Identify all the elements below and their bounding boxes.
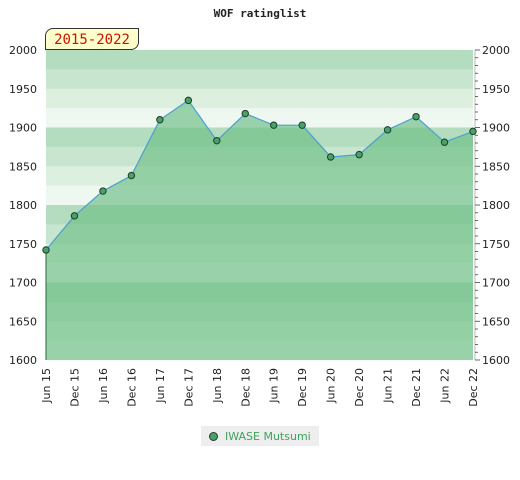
y-tick-label-left: 1650: [9, 315, 37, 328]
y-tick-label-left: 1900: [9, 122, 37, 135]
y-tick-label-left: 1950: [9, 83, 37, 96]
y-tick-label-right: 1800: [482, 199, 510, 212]
grid-band: [46, 69, 473, 90]
data-point[interactable]: [156, 116, 164, 124]
x-tick-label: Dec 17: [182, 368, 195, 407]
legend-label: IWASE Mutsumi: [225, 429, 311, 443]
x-tick-label: Dec 20: [353, 368, 366, 407]
grid-band: [46, 88, 473, 109]
data-point[interactable]: [42, 246, 50, 254]
series-area: [46, 100, 473, 360]
period-badge: 2015-2022: [45, 28, 139, 50]
y-tick-label-right: 1850: [482, 160, 510, 173]
data-point[interactable]: [355, 150, 363, 159]
series-line: [45, 99, 474, 251]
x-tick-label: Dec 22: [467, 368, 480, 407]
data-point[interactable]: [270, 121, 278, 129]
y-tick-label-left: 1750: [9, 238, 37, 251]
y-axis-left: 1600 1650 1700 1750 1800 1850 1900 1950 2000: [9, 44, 37, 367]
chart-title: WOF ratinglist: [214, 7, 307, 20]
x-tick-label: Jun 17: [154, 368, 167, 404]
x-tick-label: Dec 21: [410, 368, 423, 407]
data-point[interactable]: [241, 109, 249, 118]
x-axis: Jun 15 Dec 15 Jun 16 Dec 16 Jun 17 Dec 17 Jun …: [40, 368, 480, 407]
data-point[interactable]: [326, 153, 335, 161]
x-tick-label: Dec 16: [125, 368, 138, 407]
y-tick-label-right: 1600: [482, 354, 510, 367]
y-tick-label-left: 2000: [9, 44, 37, 57]
y-tick-label-right: 1650: [482, 315, 510, 328]
y-tick-label-left: 1800: [9, 199, 37, 212]
x-tick-label: Jun 15: [40, 368, 53, 404]
data-point[interactable]: [99, 187, 107, 195]
data-point[interactable]: [213, 136, 221, 145]
data-point[interactable]: [127, 171, 136, 180]
y-tick-label-left: 1700: [9, 277, 37, 290]
x-tick-label: Jun 21: [382, 368, 395, 404]
x-tick-label: Dec 15: [68, 368, 81, 407]
y-tick-label-right: 1900: [482, 122, 510, 135]
y-tick-label-right: 1700: [482, 277, 510, 290]
x-tick-label: Dec 19: [296, 368, 309, 407]
y-tick-label-right: 1750: [482, 238, 510, 251]
x-tick-label: Jun 19: [268, 368, 281, 404]
x-tick-label: Jun 20: [325, 368, 338, 404]
data-point[interactable]: [184, 96, 193, 105]
grid-band: [46, 50, 473, 70]
legend[interactable]: IWASE Mutsumi: [201, 426, 319, 446]
data-points: [42, 96, 477, 254]
y-tick-label-left: 1600: [9, 354, 37, 367]
x-tick-label: Jun 22: [439, 368, 452, 404]
y-tick-label-left: 1850: [9, 160, 37, 173]
legend-marker-icon: [209, 431, 218, 441]
area-layer: [46, 100, 473, 360]
data-point[interactable]: [70, 212, 79, 220]
y-axis-right: 1600 1650 1700 1750 1800 1850 1900 1950 2000: [474, 44, 510, 367]
grid-band: [46, 108, 473, 128]
data-point[interactable]: [298, 121, 306, 129]
data-point[interactable]: [440, 138, 449, 146]
x-tick-label: Jun 16: [97, 368, 110, 404]
line-layer: [45, 99, 474, 360]
data-point[interactable]: [469, 127, 477, 136]
x-tick-label: Dec 18: [239, 368, 252, 407]
data-point[interactable]: [383, 126, 392, 134]
data-point[interactable]: [412, 112, 420, 121]
x-tick-label: Jun 18: [211, 368, 224, 404]
y-tick-label-right: 1950: [482, 83, 510, 96]
y-tick-label-right: 2000: [482, 44, 510, 57]
